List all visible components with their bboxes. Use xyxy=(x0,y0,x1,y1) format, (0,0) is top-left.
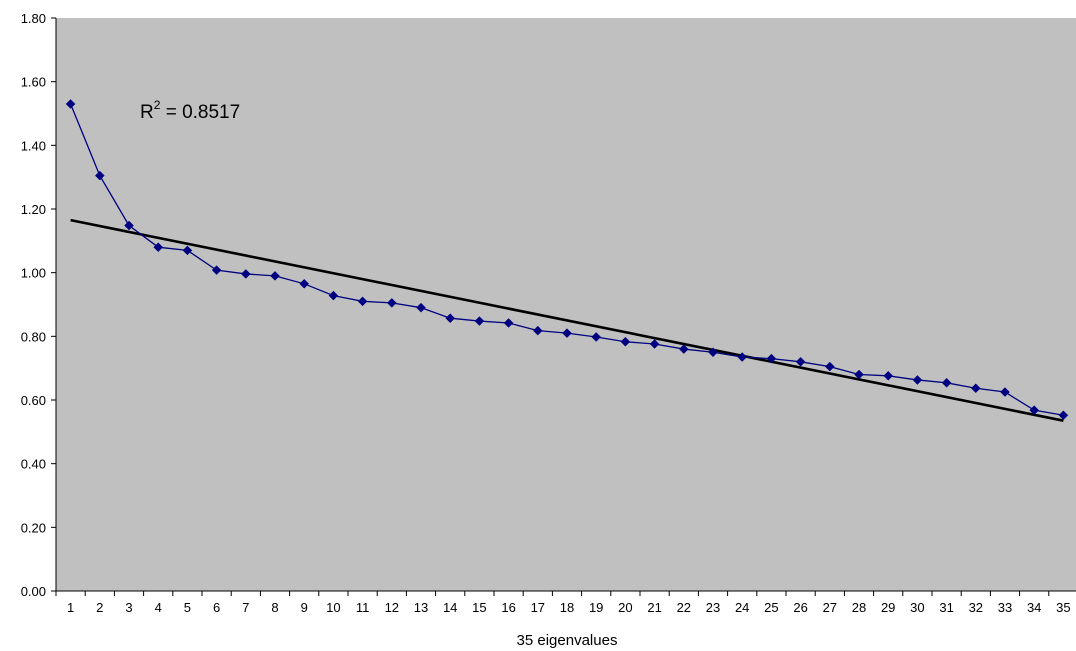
data-point xyxy=(182,245,193,256)
data-point xyxy=(1058,410,1069,421)
data-point xyxy=(591,332,602,342)
x-tick-label: 28 xyxy=(852,600,866,615)
x-tick-label: 30 xyxy=(910,600,924,615)
x-tick-label: 11 xyxy=(356,600,370,615)
data-point xyxy=(766,353,777,364)
x-tick-label: 18 xyxy=(560,600,574,615)
x-axis-ticks xyxy=(55,591,1050,596)
y-tick-label: 0.40 xyxy=(21,457,46,472)
x-tick-label: 20 xyxy=(618,600,632,615)
data-point xyxy=(532,325,543,336)
x-tick-label: 8 xyxy=(271,600,278,615)
data-point xyxy=(678,344,689,354)
x-tick-label: 9 xyxy=(301,600,308,615)
r-squared-value: 0.8517 xyxy=(182,102,240,123)
series-group xyxy=(65,99,1069,421)
y-tick-label: 1.20 xyxy=(21,202,46,217)
x-tick-label: 4 xyxy=(155,600,162,615)
y-axis-ticks xyxy=(51,17,56,592)
x-tick-label: 26 xyxy=(793,600,807,615)
x-tick-label: 14 xyxy=(443,600,457,615)
data-point xyxy=(503,318,514,328)
data-point xyxy=(240,269,251,279)
data-point xyxy=(386,298,397,308)
y-tick-labels: 0.00 0.20 0.40 0.60 0.80 1.00 1.20 1.40 1.60 1.80 xyxy=(21,11,46,599)
x-tick-label: 33 xyxy=(998,600,1012,615)
x-tick-label: 24 xyxy=(735,600,749,615)
x-tick-label: 16 xyxy=(501,600,515,615)
data-point xyxy=(854,369,864,380)
y-tick-label: 0.80 xyxy=(21,329,46,344)
y-tick-label: 1.00 xyxy=(21,266,46,281)
data-point xyxy=(94,170,105,181)
x-tick-label: 27 xyxy=(823,600,837,615)
data-point xyxy=(299,278,310,289)
data-point xyxy=(65,99,76,109)
x-tick-label: 32 xyxy=(969,600,983,615)
y-tick-label: 1.40 xyxy=(21,138,46,153)
data-point xyxy=(824,361,835,372)
data-point xyxy=(1029,405,1040,416)
data-point xyxy=(562,328,572,339)
data-point xyxy=(357,296,368,307)
x-tick-label: 2 xyxy=(96,600,103,615)
data-point xyxy=(1000,387,1010,397)
x-tick-label: 22 xyxy=(677,600,691,615)
data-point xyxy=(211,265,222,275)
data-point xyxy=(328,290,339,301)
y-tick-label: 0.00 xyxy=(21,584,46,599)
x-tick-label: 13 xyxy=(414,600,428,615)
x-tick-labels: 1 2 3 4 5 6 7 8 9 10 11 12 13 14 15 16 17 18 19 20 21 22 23 24 2… xyxy=(67,600,1071,615)
x-tick-label: 5 xyxy=(184,600,191,615)
data-point xyxy=(708,347,718,358)
data-point xyxy=(474,316,485,326)
x-tick-label: 6 xyxy=(213,600,220,615)
data-point xyxy=(883,370,894,381)
data-point xyxy=(445,313,456,324)
data-point xyxy=(649,339,660,349)
data-point xyxy=(416,302,426,313)
x-tick-label: 21 xyxy=(647,600,661,615)
x-tick-label: 31 xyxy=(939,600,953,615)
x-tick-label: 19 xyxy=(589,600,603,615)
trendline-group xyxy=(70,218,1064,422)
data-point xyxy=(970,383,981,394)
x-tick-label: 7 xyxy=(242,600,249,615)
data-point xyxy=(620,336,631,347)
x-tick-label: 12 xyxy=(385,600,399,615)
data-point xyxy=(795,356,806,367)
trendline xyxy=(70,218,1064,422)
data-point xyxy=(912,375,923,385)
data-point xyxy=(737,352,748,362)
x-tick-label: 23 xyxy=(706,600,720,615)
y-tick-label: 0.20 xyxy=(21,520,46,535)
x-tick-label: 35 xyxy=(1056,600,1070,615)
plot-area xyxy=(56,18,1076,591)
y-tick-label: 1.80 xyxy=(21,11,46,26)
x-tick-label: 17 xyxy=(531,600,545,615)
data-point xyxy=(124,220,134,231)
y-tick-label: 1.60 xyxy=(21,75,46,90)
x-tick-label: 29 xyxy=(881,600,895,615)
y-tick-label: 0.60 xyxy=(21,393,46,408)
data-point xyxy=(270,270,280,281)
x-tick-label: 1 xyxy=(67,600,74,615)
data-point xyxy=(941,377,952,388)
x-tick-label: 25 xyxy=(764,600,778,615)
data-point xyxy=(153,242,164,253)
x-tick-label: 3 xyxy=(125,600,132,615)
x-axis-title: 35 eigenvalues xyxy=(517,632,618,649)
x-tick-label: 10 xyxy=(326,600,340,615)
x-tick-label: 15 xyxy=(472,600,486,615)
x-tick-label: 34 xyxy=(1027,600,1041,615)
